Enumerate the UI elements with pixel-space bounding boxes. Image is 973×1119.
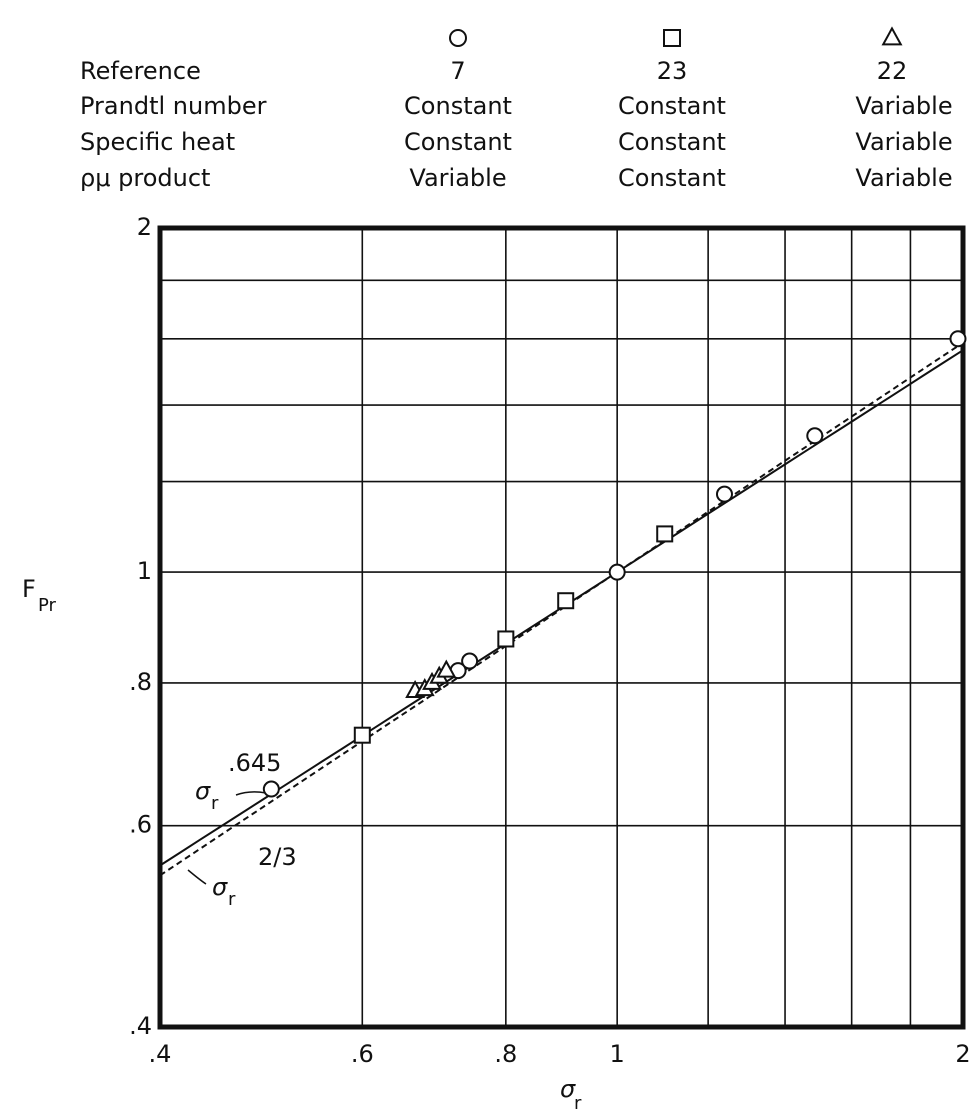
marker-circle (806, 427, 824, 445)
marker-circle (262, 780, 280, 798)
y-tick-label: .4 (129, 1012, 152, 1040)
marker-circle (449, 29, 467, 47)
legend-attribute: Variable (855, 164, 952, 192)
legend-attribute: Variable (855, 92, 952, 120)
marker-square (557, 592, 575, 610)
y-axis-label-sub: Pr (38, 595, 57, 616)
curve-label-symbol: σ (195, 777, 211, 805)
curve-label-sub: r (228, 889, 236, 910)
leader (235, 791, 267, 796)
legend-attribute: Variable (409, 164, 506, 192)
marker-circle (715, 485, 733, 503)
legend-row-label: ρμ product (80, 164, 210, 192)
marker-square (656, 525, 674, 543)
legend-row-label: Prandtl number (80, 92, 267, 120)
curve-label-symbol: σ (212, 873, 228, 901)
curve-label-sub: r (211, 793, 219, 814)
legend-attribute: Constant (618, 92, 726, 120)
legend-reference: 7 (450, 57, 465, 85)
legend-attribute: Constant (618, 164, 726, 192)
legend-attribute: Variable (855, 128, 952, 156)
x-tick-label: 1 (610, 1040, 625, 1068)
y-tick-label: 1 (137, 557, 152, 585)
y-tick-label: 2 (137, 213, 152, 241)
legend-attribute: Constant (404, 128, 512, 156)
x-axis-label: σ (560, 1075, 576, 1103)
leader (187, 869, 207, 885)
curve-label: .645 (228, 749, 281, 777)
marker-circle (461, 652, 479, 670)
x-tick-label: 2 (955, 1040, 970, 1068)
marker-circle (608, 563, 626, 581)
x-tick-label: .6 (351, 1040, 374, 1068)
legend-row-label: Reference (80, 57, 201, 85)
y-tick-label: .8 (129, 668, 152, 696)
legend-reference: 23 (657, 57, 688, 85)
marker-square (663, 29, 681, 47)
marker-square (353, 726, 371, 744)
y-axis-label: F (22, 575, 36, 603)
marker-circle (949, 330, 967, 348)
x-tick-label: .4 (149, 1040, 172, 1068)
legend-row-label: Specific heat (80, 128, 235, 156)
marker-triangle (881, 26, 903, 46)
plot-frame (157, 225, 966, 1030)
x-tick-label: .8 (494, 1040, 517, 1068)
marker-square (497, 630, 515, 648)
legend-attribute: Constant (404, 92, 512, 120)
legend-reference: 22 (877, 57, 908, 85)
legend-attribute: Constant (618, 128, 726, 156)
x-axis-label-sub: r (574, 1093, 582, 1114)
y-tick-label: .6 (129, 811, 152, 839)
marker-triangle (436, 659, 457, 678)
curve-label: 2/3 (258, 843, 297, 871)
